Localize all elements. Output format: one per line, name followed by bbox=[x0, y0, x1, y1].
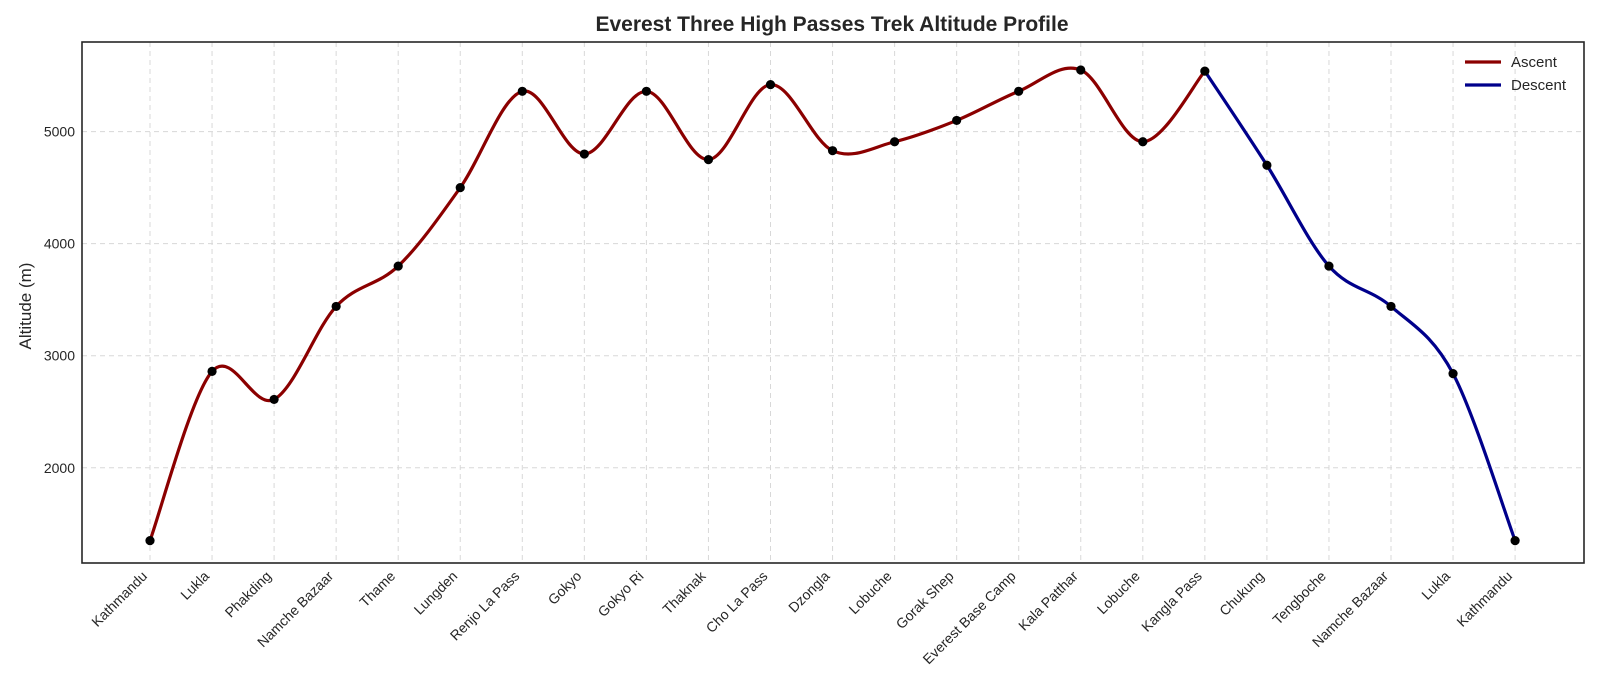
data-point bbox=[1076, 65, 1086, 75]
x-tick-label: Kangla Pass bbox=[1138, 568, 1205, 635]
x-tick-label: Gorak Shep bbox=[893, 568, 957, 632]
data-point bbox=[207, 366, 217, 377]
legend-label-descent: Descent bbox=[1511, 77, 1567, 94]
y-tick-label: 2000 bbox=[44, 460, 75, 476]
chart-title: Everest Three High Passes Trek Altitude … bbox=[595, 13, 1068, 36]
data-point bbox=[1448, 369, 1458, 379]
x-tick-label: Phakding bbox=[222, 568, 275, 621]
data-point bbox=[517, 86, 527, 96]
data-point bbox=[1014, 86, 1024, 96]
x-tick-label: Kathmandu bbox=[88, 568, 150, 630]
data-point bbox=[765, 79, 776, 90]
data-point bbox=[1324, 261, 1334, 271]
y-tick-label: 5000 bbox=[44, 124, 75, 140]
data-point bbox=[455, 183, 465, 193]
x-tick-label: Lobuche bbox=[1094, 568, 1143, 617]
data-point bbox=[1510, 535, 1520, 546]
x-tick-label: Lobuche bbox=[845, 568, 894, 617]
data-point bbox=[703, 155, 714, 165]
legend-label-ascent: Ascent bbox=[1511, 54, 1558, 71]
y-tick-label: 3000 bbox=[44, 348, 75, 364]
x-tick-label: Lungden bbox=[411, 568, 461, 618]
x-tick-label: Kathmandu bbox=[1453, 568, 1515, 630]
x-tick-label: Thame bbox=[356, 568, 398, 610]
x-tick-label: Lukla bbox=[1418, 568, 1453, 603]
data-point bbox=[890, 137, 900, 147]
y-axis-ticks: 2000 3000 4000 5000 bbox=[44, 124, 75, 476]
data-point bbox=[1262, 160, 1272, 170]
data-point bbox=[1138, 137, 1148, 147]
data-point bbox=[145, 535, 155, 546]
data-point bbox=[393, 261, 403, 271]
data-point bbox=[827, 146, 838, 156]
data-point bbox=[579, 149, 589, 159]
x-tick-label: Tengboche bbox=[1269, 568, 1329, 628]
series-line-descent bbox=[1203, 69, 1517, 543]
x-tick-label: Gokyo Ri bbox=[594, 568, 646, 620]
x-tick-label: Chukung bbox=[1216, 568, 1267, 619]
data-point bbox=[1200, 66, 1210, 76]
data-markers bbox=[145, 65, 1520, 546]
plot-frame bbox=[81, 41, 1585, 564]
x-tick-label: Cho La Pass bbox=[703, 568, 771, 636]
legend: Ascent Descent bbox=[1465, 54, 1567, 94]
data-point bbox=[269, 394, 279, 405]
data-point bbox=[952, 115, 962, 126]
x-tick-label: Kala Patthar bbox=[1015, 568, 1081, 634]
y-axis-label: Altitude (m) bbox=[16, 263, 35, 350]
data-point bbox=[641, 86, 652, 96]
x-tick-label: Gokyo bbox=[545, 568, 585, 608]
y-tick-label: 4000 bbox=[44, 236, 75, 252]
grid-layer bbox=[82, 42, 1584, 563]
x-tick-label: Thaknak bbox=[659, 567, 709, 617]
x-tick-label: Lukla bbox=[177, 568, 212, 603]
data-point bbox=[1386, 301, 1396, 312]
series-line-ascent bbox=[148, 66, 1207, 543]
data-point bbox=[331, 301, 341, 312]
x-tick-label: Dzongla bbox=[785, 568, 833, 616]
